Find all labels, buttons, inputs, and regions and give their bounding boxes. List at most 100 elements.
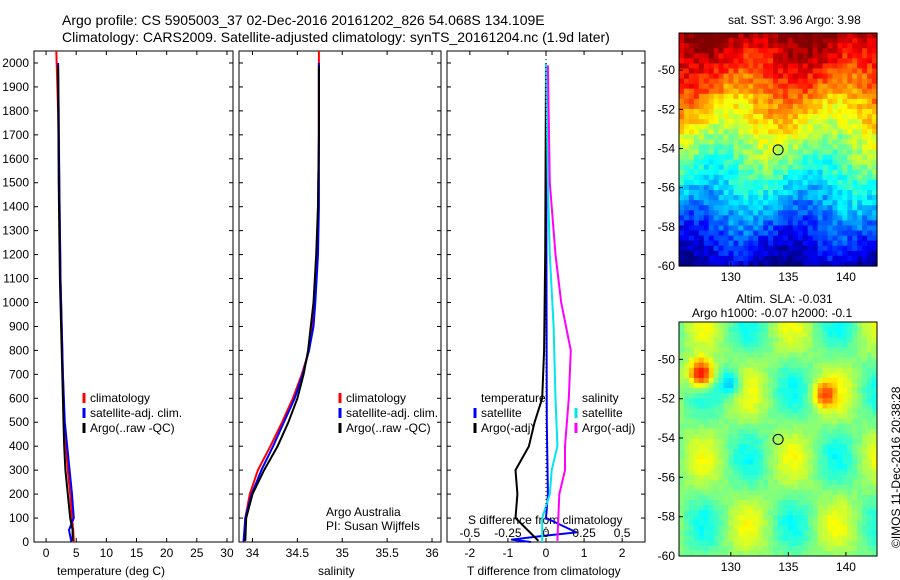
series-line-temperature-argo-adj- xyxy=(514,65,547,542)
map-x-tick-label: 140 xyxy=(836,270,856,284)
y-tick-label: 300 xyxy=(9,463,29,477)
temperature-legend-label: Argo(..raw -QC) xyxy=(90,421,175,435)
salinity-legend-label: satellite-adj. clim. xyxy=(346,406,438,420)
temperature-xlabel: temperature (deg C) xyxy=(57,564,166,578)
map-x-tick-label: 135 xyxy=(778,560,798,574)
y-tick-label: 1900 xyxy=(2,80,29,94)
y-tick-label: 1100 xyxy=(3,272,29,286)
y-tick-label: 900 xyxy=(9,319,29,333)
chart-title-line2: Climatology: CARS2009. Satellite-adjuste… xyxy=(62,29,610,45)
top-x-tick-label: -0.25 xyxy=(494,526,522,540)
series-line-salinity-argo-adj- xyxy=(546,65,572,541)
x-tick-label: 10 xyxy=(100,546,114,560)
diff-legend-heading: temperature xyxy=(481,391,546,405)
argo-position-marker xyxy=(772,144,784,156)
map-y-tick-label: -54 xyxy=(658,431,676,445)
y-tick-label: 1000 xyxy=(2,295,29,309)
x-tick-label: 20 xyxy=(160,546,174,560)
x-tick-label: 1 xyxy=(581,546,588,560)
series-line-argo-raw-qc- xyxy=(57,65,74,541)
map-y-tick-label: -50 xyxy=(658,352,676,366)
y-tick-label: 2000 xyxy=(2,56,29,70)
y-tick-label: 600 xyxy=(9,391,29,405)
temperature-legend-label: satellite-adj. clim. xyxy=(90,406,182,420)
y-tick-label: 1300 xyxy=(2,224,29,238)
sla-map-title-line2: Argo h1000: -0.07 h2000: -0.1 xyxy=(692,306,853,320)
top-x-tick-label: 0 xyxy=(543,526,550,540)
y-tick-label: 800 xyxy=(9,343,29,357)
y-tick-label: 1800 xyxy=(2,104,29,118)
y-tick-label: 1400 xyxy=(2,200,29,214)
pi-annotation: PI: Susan Wijffels xyxy=(326,519,420,533)
diff-legend-label: Argo(-adj) xyxy=(481,421,534,435)
x-tick-label: 35 xyxy=(336,546,350,560)
y-tick-label: 1500 xyxy=(2,176,29,190)
y-tick-label: 1200 xyxy=(2,248,29,262)
x-tick-label: 34.5 xyxy=(286,546,310,560)
map-y-tick-label: -58 xyxy=(658,220,676,234)
series-line-argo-raw-qc- xyxy=(244,65,320,541)
y-tick-label: 700 xyxy=(9,367,29,381)
x-tick-label: 34 xyxy=(246,546,260,560)
series-line-satellite-adj-clim- xyxy=(242,63,320,543)
map-y-tick-label: -50 xyxy=(658,63,676,77)
x-tick-label: 2 xyxy=(619,546,626,560)
argo-australia-annotation: Argo Australia xyxy=(326,505,401,519)
map-x-tick-label: 135 xyxy=(778,270,798,284)
diff-legend-label: satellite xyxy=(582,406,623,420)
x-tick-label: -2 xyxy=(465,546,476,560)
chart-title-line1: Argo profile: CS 5905003_37 02-Dec-2016 … xyxy=(62,12,545,28)
salinity-legend-label: climatology xyxy=(346,391,406,405)
sst-map-frame xyxy=(678,32,878,267)
sla-map-title-line1: Altim. SLA: -0.031 xyxy=(736,292,833,306)
y-tick-label: 100 xyxy=(9,511,29,525)
series-line-temperature-satellite xyxy=(510,62,578,543)
x-tick-label: 0 xyxy=(543,546,550,560)
salinity-xlabel: salinity xyxy=(318,564,355,578)
x-tick-label: 15 xyxy=(130,546,144,560)
y-tick-label: 200 xyxy=(9,487,29,501)
s-difference-label: S difference from climatology xyxy=(468,513,623,527)
map-x-tick-label: 130 xyxy=(721,270,741,284)
map-y-tick-label: -56 xyxy=(658,181,676,195)
x-tick-label: 30 xyxy=(220,546,234,560)
map-y-tick-label: -60 xyxy=(658,549,676,563)
temperature-legend-label: climatology xyxy=(90,391,150,405)
argo-position-marker xyxy=(772,433,784,445)
diff-legend-label: Argo(-adj) xyxy=(582,421,635,435)
series-line-climatology xyxy=(243,51,320,543)
map-y-tick-label: -52 xyxy=(658,102,676,116)
sla-map-frame xyxy=(678,321,878,557)
sst-map-title: sat. SST: 3.96 Argo: 3.98 xyxy=(728,13,861,27)
top-x-tick-label: -0.5 xyxy=(460,526,481,540)
x-tick-label: 36 xyxy=(425,546,439,560)
map-y-tick-label: -60 xyxy=(658,259,676,273)
map-y-tick-label: -56 xyxy=(658,470,676,484)
x-tick-label: 35.5 xyxy=(375,546,399,560)
series-line-salinity-satellite xyxy=(541,62,559,542)
y-tick-label: 1700 xyxy=(2,128,29,142)
map-x-tick-label: 140 xyxy=(836,560,856,574)
y-tick-label: 400 xyxy=(9,439,29,453)
diff-legend-heading: salinity xyxy=(582,391,619,405)
t-difference-xlabel: T difference from climatology xyxy=(467,564,621,578)
y-tick-label: 500 xyxy=(9,415,29,429)
salinity-legend-label: Argo(..raw -QC) xyxy=(346,421,431,435)
x-tick-label: 0 xyxy=(43,546,50,560)
map-y-tick-label: -54 xyxy=(658,142,676,156)
x-tick-label: -1 xyxy=(503,546,514,560)
map-x-tick-label: 130 xyxy=(721,560,741,574)
x-tick-label: 25 xyxy=(190,546,204,560)
y-tick-label: 0 xyxy=(22,535,29,549)
diff-legend-label: satellite xyxy=(481,406,522,420)
sla-heatmap xyxy=(679,322,878,557)
profile-panel-frame-0 xyxy=(33,50,234,543)
x-tick-label: 5 xyxy=(73,546,80,560)
top-x-tick-label: 0.25 xyxy=(572,526,596,540)
map-y-tick-label: -58 xyxy=(658,510,676,524)
y-tick-label: 1600 xyxy=(2,152,29,166)
profile-panel-frame-1 xyxy=(238,50,442,543)
sst-heatmap xyxy=(679,33,878,267)
top-x-tick-label: 0.5 xyxy=(614,526,631,540)
